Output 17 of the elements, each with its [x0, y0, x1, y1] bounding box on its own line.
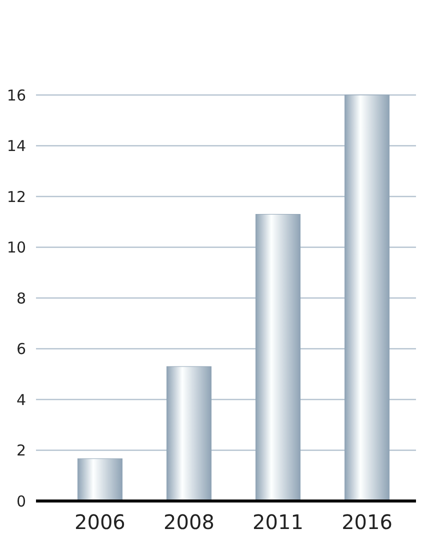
y-tick-label: 2	[16, 442, 26, 460]
y-tick-label: 0	[16, 492, 26, 510]
y-tick-label: 16	[6, 86, 26, 104]
x-tick-label: 2016	[342, 510, 392, 534]
bar	[344, 94, 390, 502]
y-tick-label: 14	[6, 137, 26, 155]
x-tick-label: 2008	[164, 510, 214, 534]
bar	[77, 458, 122, 502]
bar	[166, 366, 212, 502]
y-tick-label: 8	[16, 289, 26, 308]
y-tick-label: 12	[6, 188, 26, 206]
y-tick-label: 4	[16, 390, 26, 409]
y-tick-label: 10	[6, 238, 26, 256]
x-tick-label: 2006	[74, 510, 126, 534]
x-tick-label: 2011	[252, 510, 304, 534]
bar	[256, 214, 301, 502]
y-tick-label: 6	[16, 340, 26, 358]
